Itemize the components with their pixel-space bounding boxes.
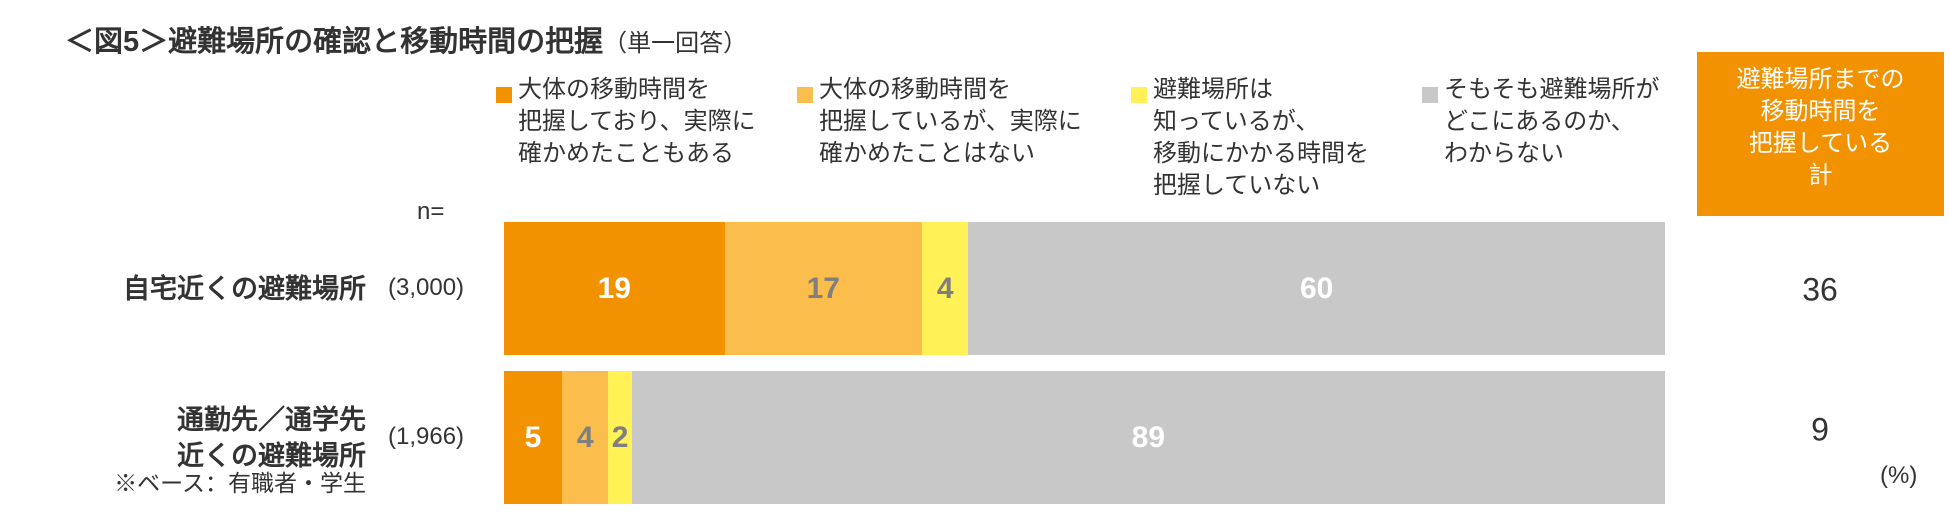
bar-segment [504, 371, 563, 504]
total-value: 9 [1811, 411, 1829, 448]
value-label: 17 [806, 271, 840, 305]
bar-segment [608, 371, 632, 504]
bar-segment [968, 222, 1665, 355]
legend-swatch [797, 87, 813, 103]
value-label: 4 [576, 420, 594, 454]
chart-title-wrap: ＜図5＞避難場所の確認と移動時間の把握（単一回答） [65, 18, 747, 60]
n-label: (1,966) [388, 422, 465, 450]
category-label: 通勤先／通学先 近くの避難場所 [177, 404, 366, 471]
value-label: 2 [611, 420, 629, 454]
legend-label: 大体の移動時間を 把握しているが、実際に 確かめたことはない [819, 76, 1082, 167]
bar-segment [921, 222, 969, 355]
category-label: 自宅近くの避難場所 [123, 273, 366, 304]
legend-label: 大体の移動時間を 把握しており、実際に 確かめたこともある [518, 76, 756, 167]
legend-swatch [1422, 87, 1438, 103]
value-label: 19 [597, 271, 631, 305]
value-label: 60 [1300, 271, 1334, 305]
legend-label: 避難場所は 知っているが、 移動にかかる時間を 把握していない [1153, 76, 1369, 199]
bar-segment [631, 371, 1665, 504]
legend-label: そもそも避難場所が どこにあるのか、 わからない [1444, 76, 1660, 167]
value-label: 5 [524, 420, 542, 454]
legend-swatch [496, 87, 512, 103]
bar-segment [724, 222, 922, 355]
value-label: 4 [936, 271, 954, 305]
total-value: 36 [1802, 271, 1838, 308]
value-label: 89 [1131, 420, 1166, 454]
n-label: (3,000) [388, 273, 465, 301]
chart-title: ＜図5＞避難場所の確認と移動時間の把握 [65, 26, 604, 58]
note: ※ベース：有職者・学生 [114, 470, 366, 496]
bar-segment [504, 222, 725, 355]
n-header: n= [417, 198, 445, 225]
legend-swatch [1131, 87, 1147, 103]
unit: (%) [1880, 462, 1918, 489]
total-header: 避難場所までの 移動時間を 把握している 計 [1697, 52, 1944, 216]
bar-segment [562, 371, 609, 504]
chart-subtitle: （単一回答） [603, 30, 748, 57]
